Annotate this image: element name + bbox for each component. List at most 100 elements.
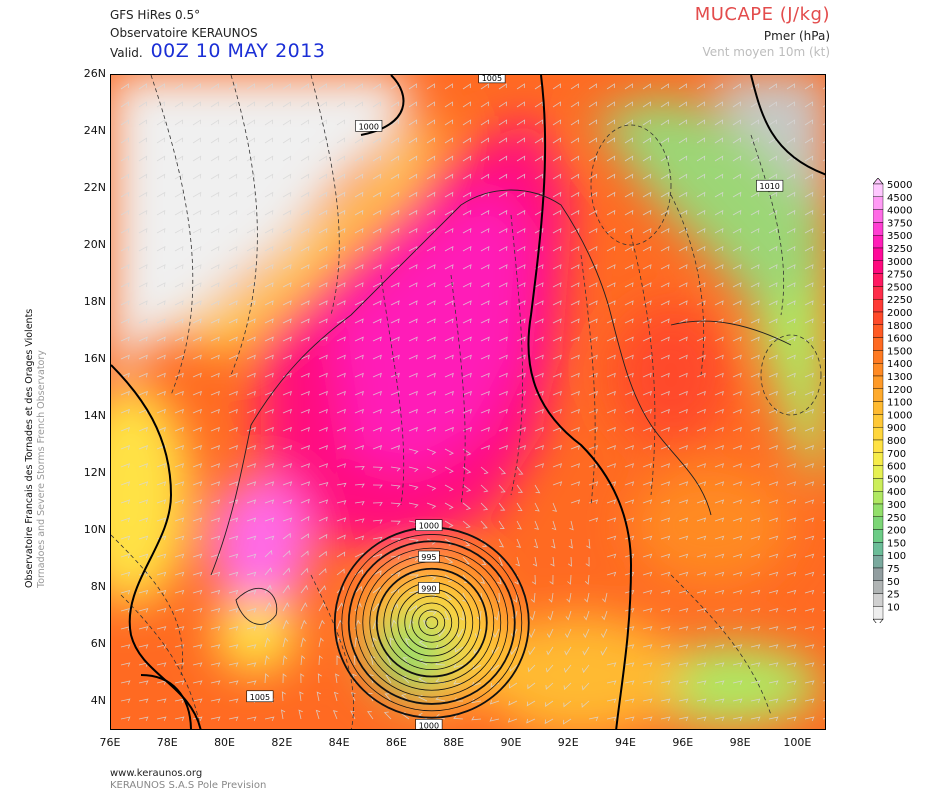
wind-barb — [804, 644, 815, 649]
wind-barb — [552, 137, 562, 144]
wind-barb — [534, 336, 544, 342]
wind-barb — [696, 608, 707, 613]
wind-barb — [696, 300, 706, 306]
wind-barb — [804, 245, 814, 252]
wind-barb — [696, 173, 706, 180]
wind-barb — [156, 481, 167, 486]
wind-barb — [354, 483, 365, 488]
wind-barb — [280, 709, 286, 720]
map-canvas: 1005 1000 1000 995 990 1000 1005 1010 — [111, 75, 825, 729]
wind-barb — [624, 408, 634, 414]
wind-barb — [786, 227, 796, 234]
wind-barb — [714, 445, 724, 450]
wind-barb — [408, 426, 418, 432]
wind-barb — [480, 336, 490, 342]
wind-barb — [584, 592, 590, 603]
wind-barb — [660, 191, 670, 198]
wind-barb — [516, 538, 522, 548]
wind-barb — [786, 644, 797, 649]
wind-barb — [696, 445, 706, 450]
wind-barb — [606, 445, 616, 450]
wind-barb — [786, 517, 797, 523]
wind-barb — [264, 463, 274, 468]
wind-barb — [750, 209, 760, 216]
wind-barb — [174, 155, 184, 162]
wind-barb — [567, 574, 572, 585]
wind-barb — [534, 300, 544, 306]
wind-barb — [174, 644, 185, 649]
wind-barb — [300, 498, 310, 504]
wind-barb — [768, 499, 779, 504]
wind-barb — [786, 209, 796, 216]
wind-barb — [210, 426, 220, 432]
lon-tick-label: 86E — [385, 736, 407, 749]
wind-barb — [472, 664, 482, 671]
legend-level: 250 — [887, 513, 906, 524]
wind-barb — [354, 408, 364, 414]
wind-barb — [318, 264, 328, 270]
wind-barb — [390, 484, 401, 490]
legend-level: 1000 — [887, 410, 912, 421]
wind-barb — [282, 550, 291, 558]
wind-barb — [565, 610, 572, 621]
wind-barb — [228, 264, 238, 270]
wind-barb — [588, 227, 598, 234]
wind-barb — [732, 83, 741, 90]
wind-barb — [768, 245, 778, 252]
legend-swatch — [872, 593, 884, 607]
wind-barb — [282, 318, 292, 324]
wind-barb — [786, 245, 796, 252]
wind-barb — [498, 520, 505, 529]
wind-barb — [390, 245, 400, 252]
wind-barb — [156, 517, 167, 523]
wind-barb — [660, 300, 670, 306]
wind-barb — [624, 83, 633, 90]
wind-barb — [660, 481, 671, 486]
wind-barb — [642, 571, 653, 577]
wind-barb — [138, 264, 148, 270]
wind-barb — [372, 466, 383, 471]
wind-barb — [444, 173, 454, 180]
wind-barb — [750, 463, 760, 468]
wind-barb — [210, 101, 219, 108]
wind-barb — [336, 209, 346, 216]
legend-swatch — [872, 298, 884, 313]
lon-tick-label: 96E — [672, 736, 694, 749]
wind-barb — [318, 191, 328, 198]
wind-barb — [228, 227, 238, 234]
wind-barb — [606, 408, 616, 414]
wind-barb — [804, 716, 815, 721]
wind-barb — [120, 662, 131, 667]
wind-barb — [714, 137, 724, 144]
wind-barb — [624, 445, 634, 450]
wind-barb — [732, 336, 742, 342]
wind-barb — [282, 101, 291, 108]
wind-barb — [300, 264, 310, 270]
legend-level: 600 — [887, 462, 906, 473]
wind-barb — [732, 553, 743, 559]
footer-site[interactable]: www.keraunos.org — [110, 768, 203, 779]
wind-barb — [318, 101, 327, 108]
wind-barb — [545, 700, 554, 707]
wind-barb — [768, 408, 778, 414]
legend-level: 4000 — [887, 206, 912, 217]
mucape-map[interactable]: 1005 1000 1000 995 990 1000 1005 1010 — [110, 74, 826, 730]
wind-barb — [318, 119, 328, 126]
wind-barb — [282, 408, 292, 414]
wind-barb — [714, 517, 725, 523]
wind-barb — [389, 637, 394, 648]
wind-barb — [300, 602, 308, 612]
legend-level: 1600 — [887, 334, 912, 345]
legend-level: 75 — [887, 564, 900, 575]
wind-barb — [546, 646, 554, 656]
wind-barb — [768, 680, 779, 685]
wind-barb — [228, 463, 238, 468]
wind-barb — [570, 173, 580, 180]
wind-barb — [192, 662, 203, 667]
wind-barb — [642, 264, 652, 270]
wind-barb — [156, 227, 166, 234]
wind-barb — [642, 408, 652, 414]
wind-barb — [174, 626, 185, 631]
wind-barb — [367, 711, 374, 720]
lon-tick-label: 94E — [615, 736, 636, 749]
